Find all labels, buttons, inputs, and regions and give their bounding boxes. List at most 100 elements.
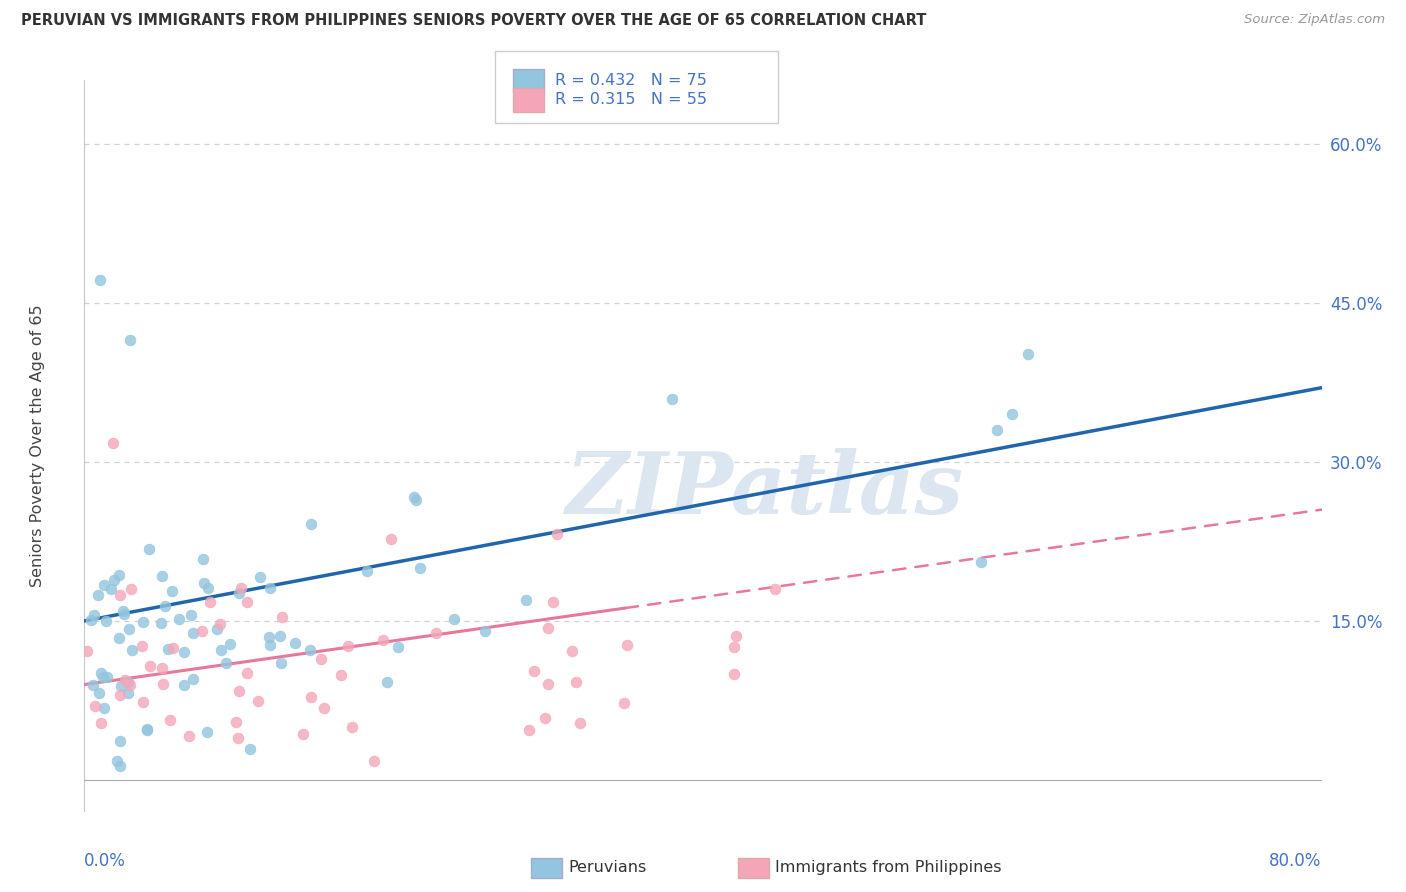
Point (181, 626, 204, 640)
Point (120, 582, 142, 596)
Point (103, 574, 125, 588)
Point (409, 561, 432, 575)
Point (191, 552, 214, 566)
Point (225, 714, 247, 729)
Point (76, 643, 98, 657)
Point (173, 645, 195, 659)
Point (139, 659, 162, 673)
Point (228, 683, 250, 698)
Point (284, 636, 307, 650)
Point (180, 607, 202, 622)
Point (108, 567, 131, 582)
Point (87, 587, 110, 601)
Point (517, 723, 540, 738)
Point (541, 595, 564, 609)
Point (257, 630, 280, 644)
Point (110, 734, 132, 748)
Point (91, 670, 114, 684)
Point (131, 639, 153, 653)
Point (523, 664, 546, 678)
Point (259, 638, 281, 652)
Point (111, 604, 134, 618)
Point (195, 724, 218, 739)
Point (159, 713, 181, 727)
Point (80, 613, 103, 627)
Point (155, 599, 177, 614)
Point (228, 731, 250, 746)
Point (443, 612, 465, 626)
Point (118, 333, 141, 347)
Point (725, 629, 748, 643)
Point (375, 675, 398, 690)
Point (299, 517, 322, 532)
Point (138, 542, 160, 557)
Text: PERUVIAN VS IMMIGRANTS FROM PHILIPPINES SENIORS POVERTY OVER THE AGE OF 65 CORRE: PERUVIAN VS IMMIGRANTS FROM PHILIPPINES … (21, 13, 927, 29)
Point (132, 615, 155, 629)
Point (402, 490, 425, 504)
Point (723, 640, 745, 654)
Point (661, 392, 683, 406)
Text: R = 0.432   N = 75: R = 0.432 N = 75 (555, 73, 707, 87)
Point (269, 629, 291, 643)
Point (534, 711, 557, 725)
Text: Source: ZipAtlas.com: Source: ZipAtlas.com (1244, 13, 1385, 27)
Point (723, 667, 745, 681)
Point (90, 716, 112, 731)
Point (112, 607, 135, 621)
Point (228, 586, 250, 600)
Point (330, 667, 353, 681)
Point (561, 644, 583, 658)
Point (100, 582, 122, 596)
Point (121, 643, 143, 657)
Point (108, 588, 131, 602)
Point (219, 637, 242, 651)
Point (190, 624, 212, 639)
Point (136, 723, 159, 737)
Point (474, 624, 496, 638)
Point (337, 639, 360, 653)
Point (236, 594, 259, 608)
Point (135, 722, 157, 736)
Point (89, 272, 111, 286)
Point (110, 679, 132, 693)
Point (215, 656, 238, 670)
Point (249, 570, 271, 584)
Point (152, 569, 174, 583)
Point (970, 555, 993, 569)
Point (83, 608, 105, 623)
Point (1017, 347, 1039, 361)
Point (613, 696, 636, 710)
Point (89, 686, 111, 700)
Point (239, 742, 262, 756)
Point (291, 727, 314, 741)
Point (93, 578, 115, 592)
Point (108, 631, 131, 645)
Point (150, 616, 173, 631)
Point (110, 688, 132, 702)
Point (568, 716, 591, 731)
Point (118, 622, 141, 636)
Point (167, 612, 190, 626)
Point (373, 633, 395, 648)
Text: Seniors Poverty Over the Age of 65: Seniors Poverty Over the Age of 65 (30, 305, 45, 587)
Point (363, 754, 385, 768)
Point (298, 643, 321, 657)
Point (101, 435, 124, 450)
Point (229, 582, 252, 596)
Point (1001, 407, 1024, 421)
Point (209, 643, 232, 657)
Point (200, 595, 222, 609)
Point (299, 690, 322, 704)
Point (157, 641, 180, 656)
Point (537, 676, 560, 690)
Point (96, 670, 118, 684)
Point (565, 675, 588, 690)
Point (82, 677, 104, 691)
Point (236, 666, 259, 681)
Point (110, 759, 132, 773)
Point (93, 700, 115, 714)
Point (197, 581, 219, 595)
Point (173, 678, 195, 692)
Point (150, 661, 173, 675)
Point (763, 582, 786, 597)
